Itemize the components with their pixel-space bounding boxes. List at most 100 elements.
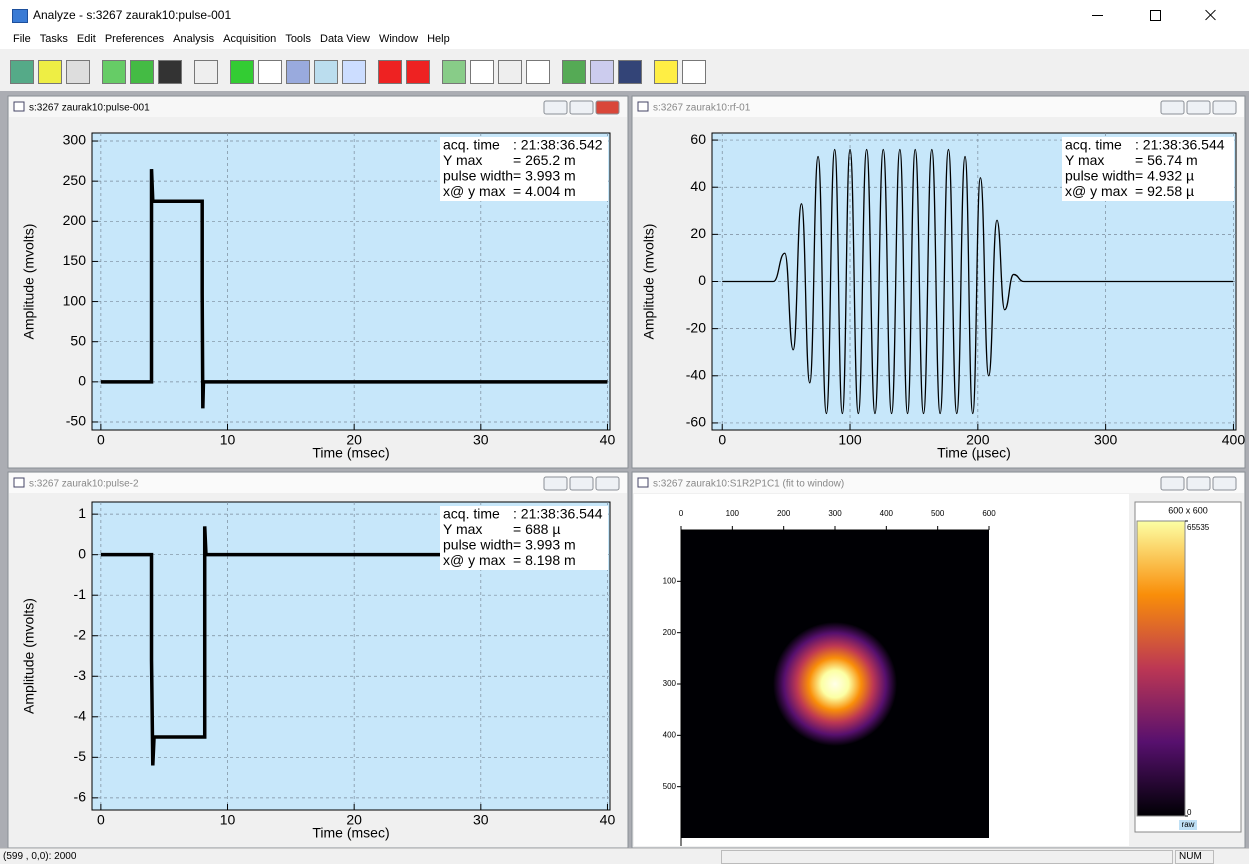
info-label: Y max: [1065, 152, 1104, 168]
status-pane: [721, 850, 1173, 864]
y-tick-label: 40: [690, 178, 706, 194]
y-tick-label: -50: [66, 413, 86, 429]
y-tick-label: -2: [74, 626, 87, 642]
colorbar-tick-label: 65535: [1187, 523, 1210, 532]
minimize-button[interactable]: [1092, 9, 1104, 21]
x-tick-label: 40: [600, 812, 616, 828]
tool-button[interactable]: [406, 60, 430, 84]
tool-button[interactable]: [590, 60, 614, 84]
x-tick-label: 10: [220, 432, 236, 448]
tool-button[interactable]: [378, 60, 402, 84]
tool-button[interactable]: [130, 60, 154, 84]
status-num: NUM: [1175, 850, 1214, 864]
panel-icon: [14, 478, 24, 487]
tool-button[interactable]: [102, 60, 126, 84]
panel-button[interactable]: [544, 477, 567, 490]
tool-button[interactable]: [194, 60, 218, 84]
y-tick-label: 400: [663, 730, 677, 739]
menu-item[interactable]: Acquisition: [223, 30, 276, 49]
y-tick-label: 300: [663, 679, 677, 688]
y-tick-label: -3: [74, 667, 87, 683]
info-value: = 8.198 m: [513, 552, 576, 568]
x-tick-label: 100: [726, 509, 740, 518]
panel-button[interactable]: [1213, 101, 1236, 114]
menu-item[interactable]: File: [13, 30, 31, 49]
x-tick-label: 500: [931, 509, 945, 518]
y-axis-label: Amplitude (mvolts): [21, 598, 37, 714]
y-axis-label: Amplitude (mvolts): [641, 224, 657, 340]
tool-button[interactable]: [158, 60, 182, 84]
y-tick-label: 1: [78, 505, 86, 521]
tool-button[interactable]: [618, 60, 642, 84]
panel-button[interactable]: [1161, 101, 1184, 114]
menu-item[interactable]: Tools: [285, 30, 311, 49]
tool-button[interactable]: [562, 60, 586, 84]
y-tick-label: 0: [78, 373, 86, 389]
image: [681, 530, 989, 838]
info-value: = 3.993 m: [513, 168, 576, 184]
menu-item[interactable]: Window: [379, 30, 418, 49]
panel-button[interactable]: [544, 101, 567, 114]
tool-button[interactable]: [258, 60, 282, 84]
x-tick-label: 0: [97, 812, 105, 828]
menu-item[interactable]: Analysis: [173, 30, 214, 49]
x-axis-label: Time (msec): [312, 825, 389, 841]
info-value: : 21:38:36.544: [513, 506, 603, 522]
panel-title: s:3267 zaurak10:S1R2P1C1 (fit to window): [653, 479, 844, 490]
menu-bar: File Tasks Edit Preferences Analysis Acquisit…: [0, 30, 1249, 49]
info-label: x@ y max: [443, 183, 505, 199]
tool-button[interactable]: [682, 60, 706, 84]
panel-button[interactable]: [570, 477, 593, 490]
panel-title: s:3267 zaurak10:pulse-2: [29, 479, 139, 490]
colorbar-unit: raw: [1182, 820, 1195, 829]
tool-button[interactable]: [10, 60, 34, 84]
tool-button[interactable]: [314, 60, 338, 84]
menu-item[interactable]: Preferences: [105, 30, 164, 49]
tool-button[interactable]: [498, 60, 522, 84]
y-tick-label: -4: [74, 707, 87, 723]
x-tick-label: 10: [220, 812, 236, 828]
y-tick-label: 0: [698, 272, 706, 288]
y-tick-label: 100: [663, 576, 677, 585]
tool-button[interactable]: [66, 60, 90, 84]
tool-button[interactable]: [38, 60, 62, 84]
y-tick-label: 60: [690, 131, 706, 147]
x-tick-label: 30: [473, 432, 489, 448]
menu-item[interactable]: Data View: [320, 30, 370, 49]
menu-item[interactable]: Edit: [77, 30, 96, 49]
panel-button[interactable]: [596, 101, 619, 114]
close-button[interactable]: [1204, 9, 1216, 21]
tool-button[interactable]: [526, 60, 550, 84]
y-tick-label: 250: [63, 172, 87, 188]
panel-icon: [638, 102, 648, 111]
y-tick-label: -6: [74, 789, 87, 805]
window-title: Analyze - s:3267 zaurak10:pulse-001: [33, 8, 231, 22]
panel-button[interactable]: [570, 101, 593, 114]
maximize-button[interactable]: [1150, 10, 1161, 21]
info-value: = 4.004 m: [513, 183, 576, 199]
y-tick-label: 500: [663, 782, 677, 791]
tool-button[interactable]: [286, 60, 310, 84]
panel-button[interactable]: [596, 477, 619, 490]
menu-item[interactable]: Tasks: [40, 30, 68, 49]
panel-button[interactable]: [1213, 477, 1236, 490]
tool-button[interactable]: [342, 60, 366, 84]
page: {"window": {"title": "Analyze - s:3267 z…: [0, 0, 1249, 863]
y-tick-label: 50: [70, 332, 86, 348]
info-label: x@ y max: [443, 552, 505, 568]
y-tick-label: 200: [663, 628, 677, 637]
panel-button[interactable]: [1161, 477, 1184, 490]
x-tick-label: 0: [97, 432, 105, 448]
info-label: x@ y max: [1065, 183, 1127, 199]
mdi-area: s:3267 zaurak10:pulse-001-50050100150200…: [0, 0, 1249, 863]
panel-icon: [638, 478, 648, 487]
panel-icon: [14, 102, 24, 111]
colorbar-label: 600 x 600: [1168, 505, 1208, 515]
tool-button[interactable]: [230, 60, 254, 84]
panel-button[interactable]: [1187, 101, 1210, 114]
panel-button[interactable]: [1187, 477, 1210, 490]
tool-button[interactable]: [654, 60, 678, 84]
tool-button[interactable]: [442, 60, 466, 84]
tool-button[interactable]: [470, 60, 494, 84]
menu-item[interactable]: Help: [427, 30, 450, 49]
